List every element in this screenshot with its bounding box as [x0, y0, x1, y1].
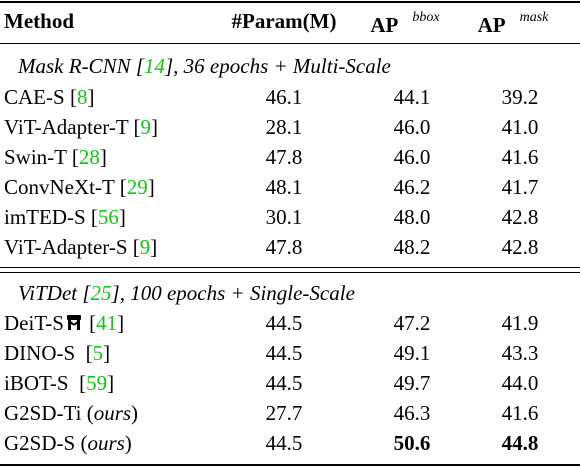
citation-link[interactable]: 25	[90, 281, 112, 305]
param-value: 44.5	[265, 431, 303, 455]
ap-bbox-value: 44.1	[393, 85, 431, 109]
citation-link[interactable]: 28	[78, 145, 100, 169]
method-name: DINO-S	[4, 341, 76, 365]
method-name: DeiT-S	[4, 311, 64, 335]
citation-link[interactable]: 14	[144, 54, 165, 78]
param-value: 48.1	[265, 175, 303, 199]
param-value: 44.5	[265, 311, 303, 335]
distillation-alembic-icon	[66, 315, 81, 330]
ap-mask-value: 42.8	[501, 205, 539, 229]
table-row: G2SD-S (ours) 44.5 50.6 44.8	[0, 428, 580, 458]
ap-bbox-value: 46.0	[393, 145, 431, 169]
citation-link[interactable]: 5	[92, 341, 104, 365]
method-name: iBOT-S	[4, 371, 69, 395]
section-title-vitdet: ViTDet [25], 100 epochs + Single-Scale	[18, 281, 355, 305]
table-row: ViT-Adapter-S [9] 47.8 48.2 42.8	[0, 232, 580, 262]
ap-bbox-value: 50.6	[393, 431, 431, 455]
ap-mask-value: 39.2	[501, 85, 539, 109]
table-row: CAE-S [8] 46.1 44.1 39.2	[0, 82, 580, 112]
table-row: ConvNeXt-T [29] 48.1 46.2 41.7	[0, 172, 580, 202]
citation-link[interactable]: 29	[126, 175, 148, 199]
header-rule	[0, 43, 580, 44]
method-name: ViT-Adapter-S	[4, 235, 128, 259]
param-value: 46.1	[265, 85, 303, 109]
param-value: 28.1	[265, 115, 303, 139]
method-name: G2SD-S	[4, 431, 76, 455]
param-value: 44.5	[265, 371, 303, 395]
bottom-rule	[0, 464, 580, 466]
table-row: iBOT-S [59] 44.5 49.7 44.0	[0, 368, 580, 398]
method-name: ViT-Adapter-T	[4, 115, 129, 139]
ap-mask-value: 41.7	[501, 175, 539, 199]
table-row: imTED-S [56] 30.1 48.0 42.8	[0, 202, 580, 232]
ap-bbox-value: 48.2	[393, 235, 431, 259]
ap-mask-value: 41.9	[501, 311, 539, 335]
param-value: 47.8	[265, 235, 303, 259]
table-header: Method #Param(M) AP bbox AP mask	[0, 6, 580, 37]
method-name: G2SD-Ti	[4, 401, 82, 425]
header-method: Method	[4, 9, 74, 33]
section-rule-upper	[0, 267, 580, 268]
table-row: DeiT-S [41] 44.5 47.2 41.9	[0, 308, 580, 338]
table-row: ViT-Adapter-T [9] 28.1 46.0 41.0	[0, 112, 580, 142]
table-row: Swin-T [28] 47.8 46.0 41.6	[0, 142, 580, 172]
ap-mask-value: 42.8	[501, 235, 539, 259]
ap-mask-value: 41.6	[501, 145, 539, 169]
method-name: Swin-T	[4, 145, 67, 169]
method-name: CAE-S	[4, 85, 65, 109]
section-rule-lower	[0, 272, 580, 273]
method-name: imTED-S	[4, 205, 86, 229]
ap-mask-value: 41.6	[501, 401, 539, 425]
table-row: G2SD-Ti (ours) 27.7 46.3 41.6	[0, 398, 580, 428]
ap-bbox-value: 46.2	[393, 175, 431, 199]
ap-bbox-value: 48.0	[393, 205, 431, 229]
method-name: ConvNeXt-T	[4, 175, 115, 199]
ap-bbox-value: 49.1	[393, 341, 431, 365]
ap-bbox-value: 47.2	[393, 311, 431, 335]
citation-link[interactable]: 59	[86, 371, 108, 395]
ours-label: ours	[87, 431, 125, 455]
param-value: 27.7	[265, 401, 303, 425]
ap-bbox-value: 46.0	[393, 115, 431, 139]
ap-bbox-value: 46.3	[393, 401, 431, 425]
param-value: 47.8	[265, 145, 303, 169]
top-rule	[0, 1, 580, 3]
citation-link[interactable]: 56	[97, 205, 119, 229]
ap-mask-value: 43.3	[501, 341, 539, 365]
param-value: 30.1	[265, 205, 303, 229]
ap-mask-value: 41.0	[501, 115, 539, 139]
param-value: 44.5	[265, 341, 303, 365]
citation-link[interactable]: 9	[140, 115, 152, 139]
section-title-mask-rcnn: Mask R-CNN [14], 36 epochs + Multi-Scale	[18, 54, 391, 78]
ap-mask-value: 44.8	[501, 431, 539, 455]
citation-link[interactable]: 9	[139, 235, 151, 259]
ours-label: ours	[93, 401, 132, 425]
table-row: DINO-S [5] 44.5 49.1 43.3	[0, 338, 580, 368]
citation-link[interactable]: 41	[96, 311, 118, 335]
citation-link[interactable]: 8	[76, 85, 88, 109]
ap-bbox-value: 49.7	[393, 371, 431, 395]
ap-mask-value: 44.0	[501, 371, 539, 395]
